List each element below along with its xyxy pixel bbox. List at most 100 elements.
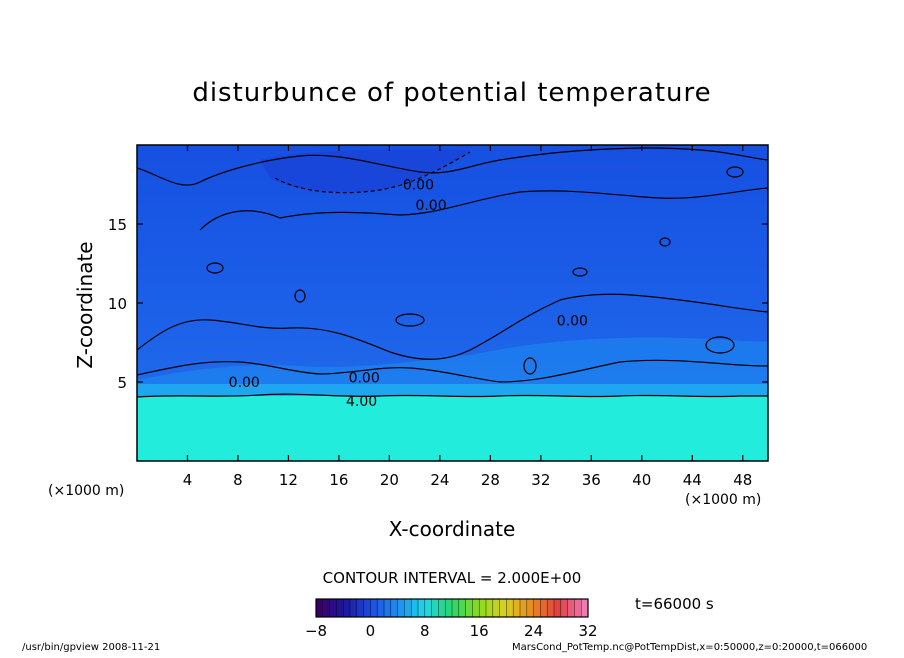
colorbar-tick-label: 32 <box>578 622 597 640</box>
colorbar-swatch <box>329 599 337 617</box>
contour-line-cold-pool <box>274 151 471 194</box>
colorbar-swatch <box>574 599 582 617</box>
colorbar-swatch <box>465 599 473 617</box>
contour-lines <box>137 147 768 398</box>
contour-cell-5 <box>572 267 588 277</box>
colorbar-swatch <box>567 599 575 617</box>
contour-cell-6 <box>206 262 224 274</box>
colorbar-tick-label: 24 <box>524 622 543 640</box>
y-tick-label: 15 <box>108 216 127 234</box>
contour-cell-8 <box>705 336 735 354</box>
colorbar-swatch <box>533 599 541 617</box>
colorbar-tick-label: 8 <box>420 622 430 640</box>
contour-cell-1 <box>395 313 425 327</box>
contour-cell-4 <box>294 289 306 303</box>
x-unit-right: (×1000 m) <box>685 492 761 508</box>
contour-interval-text: CONTOUR INTERVAL = 2.000E+00 <box>323 569 582 587</box>
colorbar-swatch <box>336 599 344 617</box>
x-unit-left: (×1000 m) <box>48 483 124 499</box>
time-text: t=66000 s <box>635 595 714 613</box>
x-tick-label: 44 <box>683 471 702 489</box>
colorbar-swatch <box>547 599 555 617</box>
colorbar-swatch <box>581 599 589 617</box>
colorbar-swatch <box>445 599 453 617</box>
colorbar-swatch <box>526 599 535 617</box>
colorbar-swatch <box>520 599 528 617</box>
y-axis-ticks: 5 10 15 <box>108 216 768 392</box>
colorbar-swatch <box>479 599 487 617</box>
contour-line-middle <box>137 293 768 360</box>
x-axis-label: X-coordinate <box>389 517 516 541</box>
x-tick-label: 20 <box>380 471 399 489</box>
colorbar-swatch <box>438 599 446 617</box>
x-tick-label: 28 <box>481 471 500 489</box>
colorbar-swatch <box>397 599 405 617</box>
y-axis-label: Z-coordinate <box>73 241 97 368</box>
contour-label: 4.00 <box>346 394 377 410</box>
colorbar-swatch <box>350 599 358 617</box>
contour-line-upper-1 <box>137 147 768 186</box>
colorbar-swatch <box>506 599 514 617</box>
colorbar-swatch <box>452 599 460 617</box>
colorbar-swatch <box>343 599 351 617</box>
colorbar-swatch <box>554 599 562 617</box>
colorbar-swatch <box>370 599 378 617</box>
stable-layer-1 <box>137 384 768 396</box>
contour-labels: 0.00 0.00 0.00 0.00 4.00 0.00 <box>229 178 588 410</box>
colorbar-tick-label: 0 <box>366 622 376 640</box>
colorbar-swatch <box>377 599 385 617</box>
x-tick-label: 36 <box>582 471 601 489</box>
x-tick-label: 24 <box>430 471 449 489</box>
contour-cell-2 <box>726 166 744 178</box>
colorbar-swatch <box>322 599 331 617</box>
colorbar-swatch <box>472 599 480 617</box>
surface-layer <box>137 396 768 461</box>
colorbar-swatch <box>411 599 419 617</box>
contour-label: 0.00 <box>403 178 434 194</box>
colorbar-swatch <box>390 599 399 617</box>
contour-line-upper-2 <box>199 187 768 231</box>
x-tick-label: 48 <box>733 471 752 489</box>
colorbar-swatch <box>486 599 494 617</box>
colorbar-tick-label: −8 <box>305 622 327 640</box>
contour-label: 0.00 <box>415 198 446 214</box>
x-axis-ticks: 4 8 12 16 20 24 28 32 36 40 44 48 <box>183 145 752 489</box>
contour-line-lower <box>137 359 768 383</box>
colorbar-tick-label: 16 <box>470 622 489 640</box>
contour-label: 0.00 <box>557 313 588 329</box>
colorbar-swatch <box>384 599 392 617</box>
x-tick-label: 16 <box>329 471 348 489</box>
y-tick-label: 10 <box>108 295 127 313</box>
contour-cell-7 <box>523 357 537 375</box>
colorbar-ticks: −8 0 8 16 24 32 <box>305 622 598 640</box>
chart-title: disturbunce of potential temperature <box>192 78 711 108</box>
contour-label: 0.00 <box>229 375 260 391</box>
upper-cold-pool <box>260 149 470 192</box>
colorbar-swatch <box>424 599 433 617</box>
colorbar-swatch <box>458 599 467 617</box>
colorbar <box>315 598 589 618</box>
x-tick-label: 40 <box>632 471 651 489</box>
colorbar-swatch <box>316 599 324 617</box>
x-tick-label: 32 <box>531 471 550 489</box>
contour-cell-3 <box>659 237 671 247</box>
colorbar-swatch <box>418 599 426 617</box>
colorbar-swatch <box>492 599 501 617</box>
colorbar-swatch <box>540 599 548 617</box>
colorbar-swatch <box>560 599 569 617</box>
x-tick-label: 8 <box>233 471 243 489</box>
y-tick-label: 5 <box>117 374 127 392</box>
colorbar-swatch <box>431 599 439 617</box>
contour-line-4-00 <box>137 393 768 398</box>
colorbar-swatch <box>356 599 365 617</box>
x-tick-label: 4 <box>183 471 193 489</box>
footer-left: /usr/bin/gpview 2008-11-21 <box>22 642 160 653</box>
colorbar-swatch <box>404 599 412 617</box>
colorbar-swatch <box>363 599 371 617</box>
footer-right: MarsCond_PotTemp.nc@PotTempDist,x=0:5000… <box>512 642 867 653</box>
heatmap-field <box>137 145 768 461</box>
contour-label: 0.00 <box>349 370 380 386</box>
colorbar-swatch <box>499 599 507 617</box>
